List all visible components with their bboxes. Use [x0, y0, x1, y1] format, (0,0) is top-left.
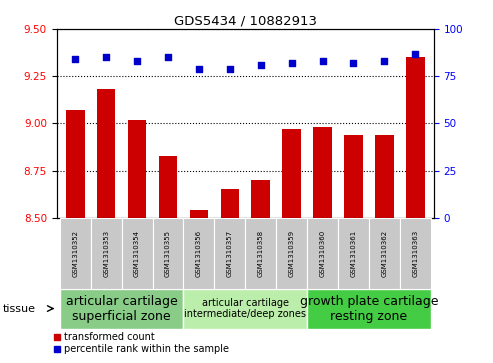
Bar: [344, 135, 363, 218]
Bar: [190, 210, 208, 218]
Text: GSM1310363: GSM1310363: [412, 229, 418, 277]
Bar: [60, 218, 91, 289]
Point: [226, 66, 234, 72]
Bar: [307, 289, 431, 329]
Title: GDS5434 / 10882913: GDS5434 / 10882913: [174, 15, 317, 28]
Point: [164, 54, 172, 60]
Bar: [60, 289, 183, 329]
Text: GSM1310355: GSM1310355: [165, 230, 171, 277]
Text: GSM1310353: GSM1310353: [103, 230, 109, 277]
Bar: [369, 218, 400, 289]
Point: [288, 60, 296, 66]
Point: [350, 60, 357, 66]
Bar: [313, 127, 332, 218]
Text: GSM1310354: GSM1310354: [134, 230, 140, 277]
Text: articular cartilage
superficial zone: articular cartilage superficial zone: [66, 294, 177, 323]
Bar: [406, 57, 424, 218]
Text: GSM1310359: GSM1310359: [288, 230, 295, 277]
Text: GSM1310352: GSM1310352: [72, 230, 78, 277]
Bar: [128, 120, 146, 218]
Bar: [307, 218, 338, 289]
Bar: [282, 129, 301, 218]
Point: [318, 58, 326, 64]
Point: [195, 66, 203, 72]
Bar: [400, 218, 431, 289]
Point: [102, 54, 110, 60]
Text: tissue: tissue: [2, 304, 35, 314]
Bar: [220, 189, 239, 218]
Point: [71, 56, 79, 62]
Point: [381, 58, 388, 64]
Bar: [375, 135, 393, 218]
Bar: [122, 218, 152, 289]
Bar: [245, 218, 276, 289]
Bar: [338, 218, 369, 289]
Bar: [159, 155, 177, 218]
Point: [257, 62, 265, 68]
Bar: [66, 110, 84, 218]
Bar: [214, 218, 245, 289]
Legend: transformed count, percentile rank within the sample: transformed count, percentile rank withi…: [49, 329, 233, 358]
Bar: [152, 218, 183, 289]
Bar: [91, 218, 122, 289]
Bar: [183, 218, 214, 289]
Text: GSM1310356: GSM1310356: [196, 230, 202, 277]
Text: GSM1310361: GSM1310361: [351, 229, 356, 277]
Text: GSM1310360: GSM1310360: [319, 229, 325, 277]
Bar: [97, 89, 115, 218]
Point: [411, 51, 419, 57]
Text: articular cartilage
intermediate/deep zones: articular cartilage intermediate/deep zo…: [184, 298, 306, 319]
Text: GSM1310358: GSM1310358: [258, 230, 264, 277]
Text: GSM1310357: GSM1310357: [227, 230, 233, 277]
Text: GSM1310362: GSM1310362: [382, 230, 387, 277]
Bar: [183, 289, 307, 329]
Bar: [251, 180, 270, 218]
Text: growth plate cartilage
resting zone: growth plate cartilage resting zone: [300, 294, 438, 323]
Bar: [276, 218, 307, 289]
Point: [133, 58, 141, 64]
